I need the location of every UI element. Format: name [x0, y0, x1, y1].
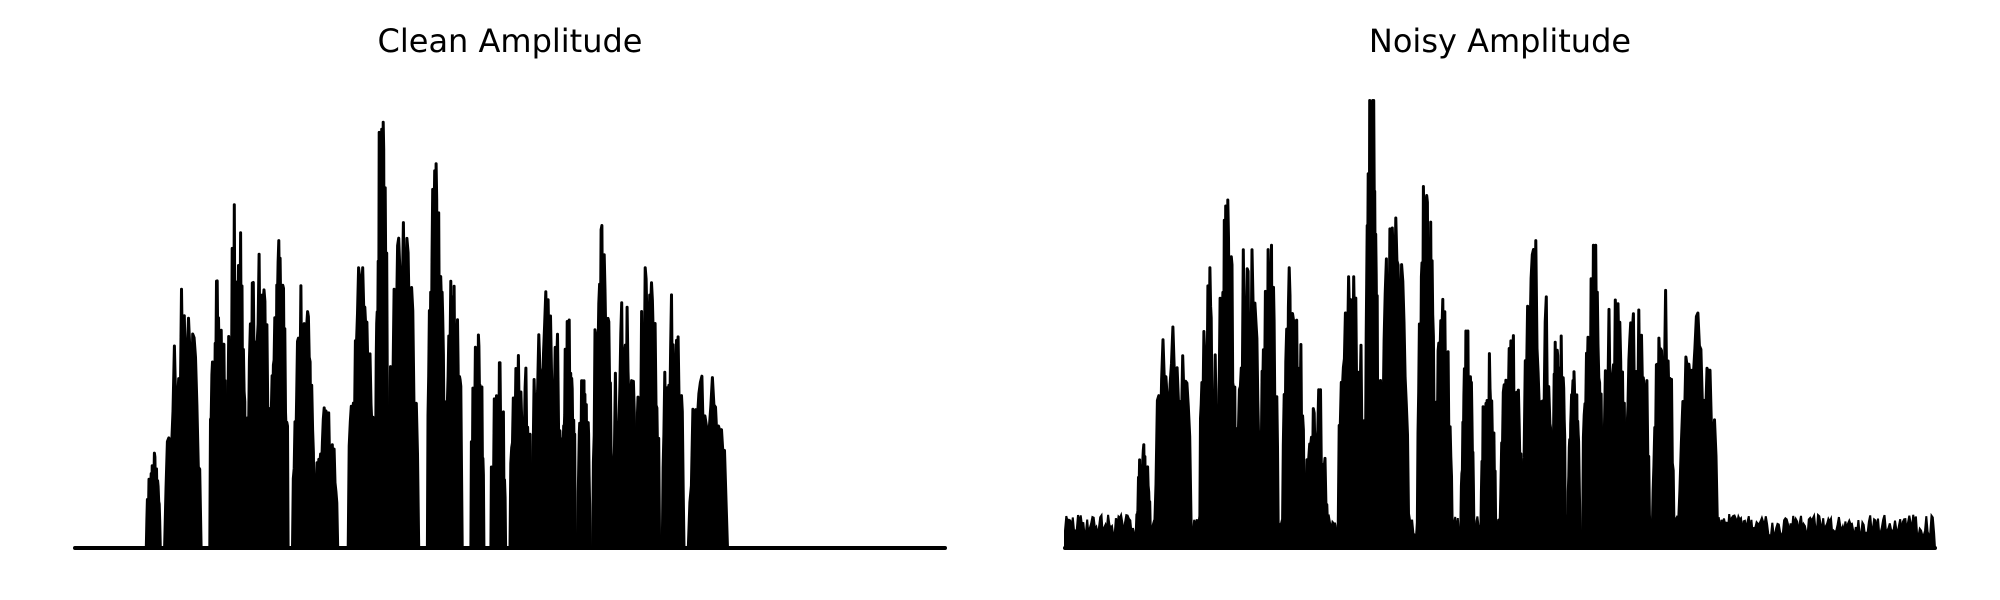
amplitude-segment-13: [443, 279, 464, 550]
amplitude-segment-12: [425, 162, 447, 550]
amplitude-segment-24: [1676, 311, 1719, 550]
amplitude-segment-23: [1650, 288, 1676, 550]
amplitude-segment-8: [312, 406, 340, 550]
amplitude-segment-22: [634, 266, 662, 550]
amplitude-segment-16: [1498, 334, 1524, 550]
amplitude-segment-6: [269, 239, 290, 550]
amplitude-segment-14: [1459, 329, 1476, 550]
amplitude-segment-23: [660, 293, 686, 550]
amplitude-segment-9: [1336, 275, 1367, 550]
amplitude-segment-5: [244, 252, 273, 550]
amplitude-segment-11: [1376, 216, 1411, 550]
amplitude-segment-7: [1281, 266, 1306, 550]
amplitude-segment-8: [1302, 388, 1330, 550]
amplitude-segment-18: [560, 318, 577, 550]
amplitude-segment-3: [208, 279, 229, 550]
amplitude-segment-6: [1259, 243, 1280, 550]
amplitude-segment-3: [1198, 266, 1219, 550]
amplitude-segment-5: [1234, 248, 1263, 550]
amplitude-segment-9: [346, 266, 377, 550]
amplitude-segment-17: [530, 290, 564, 550]
amplitude-segment-21: [611, 301, 638, 550]
amplitude-segment-4: [225, 203, 247, 550]
amplitude-segment-10: [1363, 99, 1380, 550]
amplitude-segment-15: [1479, 352, 1498, 550]
chart-title-clean: Clean Amplitude: [377, 22, 643, 60]
amplitude-segment-2: [163, 287, 203, 550]
amplitude-segment-20: [591, 224, 615, 550]
amplitude-segment-22: [1624, 308, 1652, 550]
amplitude-segment-20: [1581, 243, 1605, 550]
amplitude-segment-1: [1134, 443, 1152, 550]
amplitude-segment-2: [1153, 325, 1193, 550]
amplitude-segment-21: [1601, 298, 1628, 550]
amplitude-segment-15: [489, 361, 508, 550]
amplitude-segment-4: [1215, 198, 1237, 550]
amplitude-segment-14: [469, 333, 486, 550]
amplitude-segment-18: [1550, 334, 1567, 550]
amplitude-segment-19: [1566, 370, 1582, 550]
amplitude-segment-24: [686, 374, 729, 550]
noisy-amplitude-plot: [1063, 99, 1937, 550]
clean-amplitude-plot: [73, 120, 947, 550]
amplitude-segment-7: [291, 284, 316, 550]
amplitude-segment-13: [1433, 297, 1454, 550]
amplitude-segment-1: [144, 451, 162, 550]
amplitude-segment-16: [508, 354, 534, 550]
amplitude-segment-10: [373, 120, 390, 550]
chart-title-noisy: Noisy Amplitude: [1368, 22, 1632, 60]
amplitude-segment-11: [386, 221, 421, 550]
amplitude-segment-12: [1415, 185, 1437, 550]
amplitude-segment-19: [576, 379, 592, 550]
amplitude-segment-17: [1520, 239, 1554, 550]
